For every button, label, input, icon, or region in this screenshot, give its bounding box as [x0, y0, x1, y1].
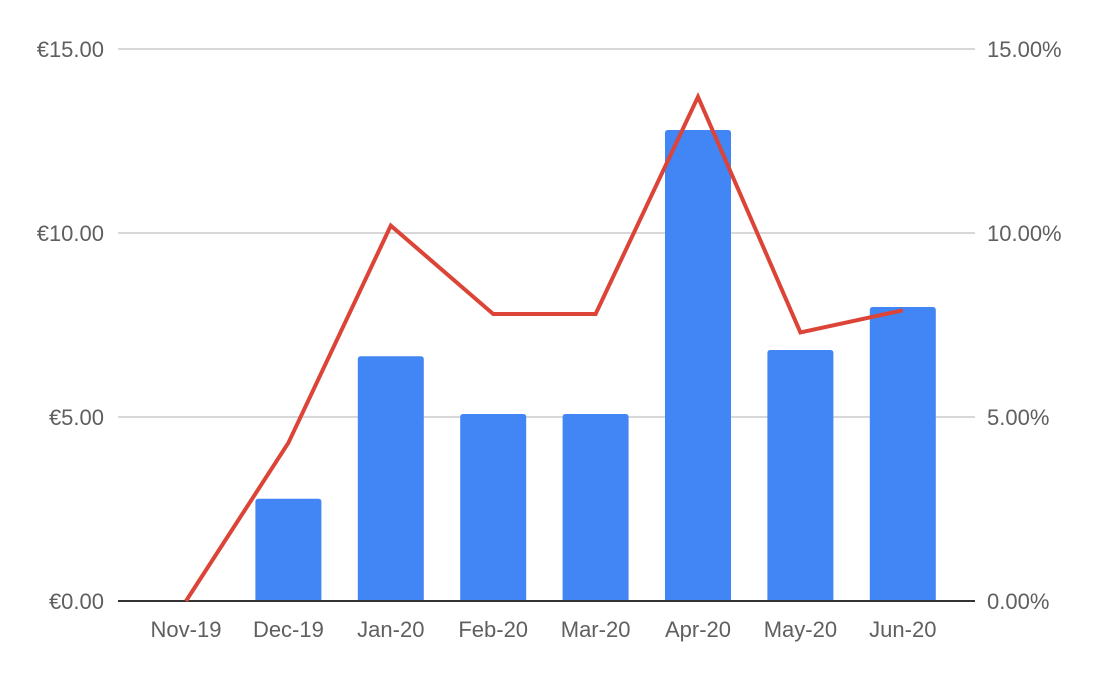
line-series-path	[184, 91, 904, 603]
bar	[665, 129, 731, 601]
right-tick-label: 5.00%	[987, 405, 1049, 430]
right-tick-label: 15.00%	[987, 37, 1062, 62]
left-y-axis: €0.00 €5.00 €10.00 €15.00	[37, 37, 104, 614]
x-tick-label: Nov-19	[151, 617, 222, 642]
bar	[562, 414, 629, 601]
x-tick-label: Feb-20	[458, 617, 528, 642]
left-tick-label: €15.00	[37, 37, 104, 62]
x-tick-label: Jan-20	[357, 617, 424, 642]
x-tick-label: Dec-19	[253, 617, 324, 642]
left-tick-label: €0.00	[49, 589, 104, 614]
bar	[767, 350, 834, 601]
bar	[460, 414, 527, 601]
bar	[357, 356, 424, 601]
line-series	[184, 91, 904, 603]
left-tick-label: €5.00	[49, 405, 104, 430]
left-tick-label: €10.00	[37, 221, 104, 246]
right-tick-label: 0.00%	[987, 589, 1049, 614]
bar	[255, 498, 322, 601]
right-y-axis: 0.00% 5.00% 10.00% 15.00%	[987, 37, 1062, 614]
x-tick-label: May-20	[764, 617, 837, 642]
x-tick-label: Jun-20	[869, 617, 936, 642]
x-tick-label: Apr-20	[665, 617, 731, 642]
bar-series	[255, 129, 936, 601]
x-axis: Nov-19 Dec-19 Jan-20 Feb-20 Mar-20 Apr-20 May-…	[151, 617, 937, 642]
x-tick-label: Mar-20	[561, 617, 631, 642]
right-tick-label: 10.00%	[987, 221, 1062, 246]
gridlines	[118, 48, 975, 418]
bar	[869, 306, 936, 601]
